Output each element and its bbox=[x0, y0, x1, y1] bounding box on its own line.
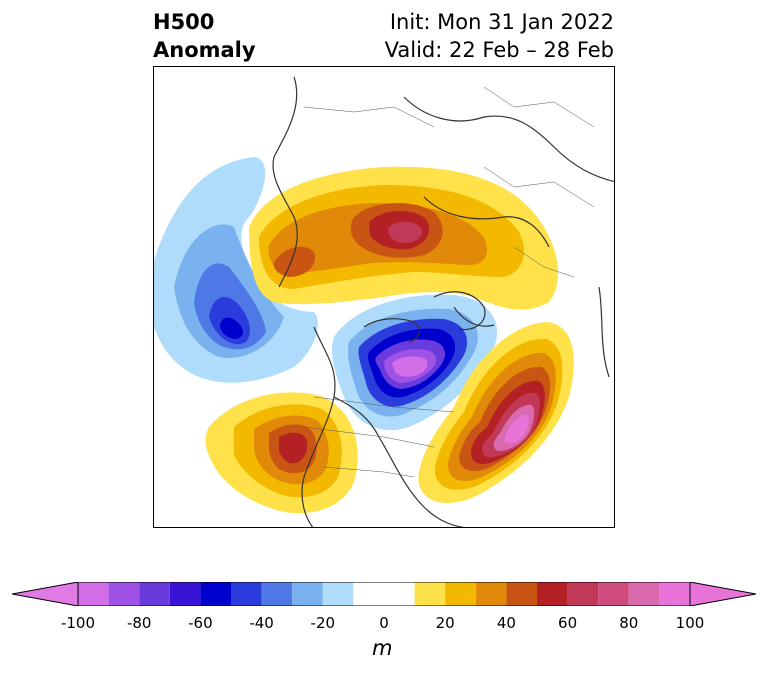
colorbar-tick-label: -100 bbox=[60, 614, 96, 632]
colorbar-bin bbox=[169, 582, 201, 606]
colorbar-bin bbox=[445, 582, 476, 606]
western-us-ridge bbox=[205, 392, 358, 514]
colorbar-bin bbox=[506, 582, 537, 606]
colorbar-tick-label: 20 bbox=[435, 614, 455, 632]
colorbar-bin bbox=[567, 582, 599, 606]
title-left: H500 Anomaly bbox=[153, 8, 256, 64]
colorbar-bin bbox=[108, 582, 140, 606]
atlantic-ridge bbox=[418, 322, 574, 503]
colorbar-bin bbox=[628, 582, 660, 606]
arctic-ridge bbox=[249, 166, 559, 310]
colorbar-tick-label: -60 bbox=[188, 614, 213, 632]
greenland-trough bbox=[332, 294, 498, 431]
colorbar-bin bbox=[598, 582, 629, 606]
coastlines bbox=[272, 76, 614, 527]
title-variable: H500 bbox=[153, 10, 215, 34]
colorbar-tick-label: 80 bbox=[619, 614, 639, 632]
init-date: Init: Mon 31 Jan 2022 bbox=[389, 10, 614, 34]
colorbar-tick-label: 100 bbox=[675, 614, 705, 632]
colorbar-bin bbox=[353, 582, 415, 606]
colorbar-bin bbox=[200, 582, 231, 606]
colorbar-bin bbox=[475, 582, 507, 606]
anomaly-map bbox=[154, 76, 614, 527]
map-panel bbox=[153, 66, 615, 528]
colorbar-tick-label: -40 bbox=[249, 614, 274, 632]
colorbar-bin bbox=[659, 582, 690, 606]
colorbar-tick-label: -80 bbox=[126, 614, 152, 632]
title-field: Anomaly bbox=[153, 38, 256, 62]
colorbar-outline bbox=[77, 582, 691, 606]
colorbar-bin bbox=[261, 582, 293, 606]
colorbar-tick-label: 40 bbox=[496, 614, 516, 632]
colorbar-tick-label: -20 bbox=[310, 614, 336, 632]
colorbar-bin bbox=[414, 582, 446, 606]
colorbar-unit: m bbox=[372, 636, 393, 660]
borders bbox=[303, 86, 595, 478]
colorbar-bin bbox=[292, 582, 323, 606]
north-pacific-trough bbox=[154, 157, 318, 383]
colorbar-bin bbox=[139, 582, 170, 606]
colorbar-extend-min bbox=[12, 582, 79, 606]
title-right: Init: Mon 31 Jan 2022 Valid: 22 Feb – 28… bbox=[385, 8, 614, 64]
colorbar-bin bbox=[537, 582, 568, 606]
colorbar-tick-label: 60 bbox=[558, 614, 578, 632]
colorbar-extend-max bbox=[689, 582, 756, 606]
colorbar bbox=[12, 582, 756, 606]
colorbar-bin bbox=[231, 582, 262, 606]
valid-range: Valid: 22 Feb – 28 Feb bbox=[384, 38, 614, 62]
colorbar-tick-label: 0 bbox=[379, 614, 389, 632]
colorbar-bin bbox=[78, 582, 109, 606]
colorbar-bin bbox=[322, 582, 354, 606]
